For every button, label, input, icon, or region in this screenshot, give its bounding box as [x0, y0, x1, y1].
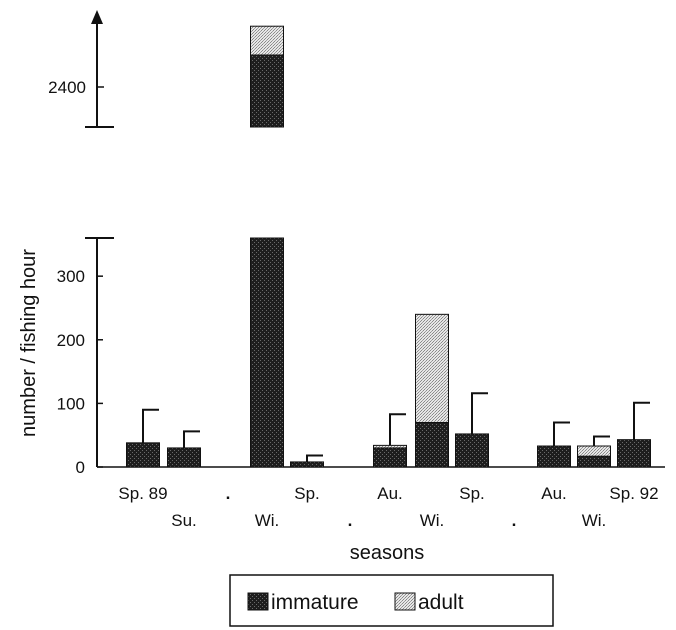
x-tick-label: Sp. [459, 484, 485, 503]
y-axis-arrow [91, 10, 103, 24]
x-tick-label: . [348, 511, 353, 530]
x-tick-label: Sp. [294, 484, 320, 503]
bar-adult [373, 444, 407, 449]
x-axis-title: seasons [350, 542, 425, 564]
y-tick-label: 200 [57, 331, 85, 350]
legend-box [229, 574, 554, 627]
bar-immature [167, 447, 201, 468]
x-tick-label: Wi. [420, 511, 445, 530]
legend: immature adult [229, 574, 554, 627]
y-tick-label: 100 [57, 394, 85, 413]
legend-label-immature: immature [271, 591, 359, 614]
x-tick-label: . [226, 484, 231, 503]
bar-adult [415, 313, 449, 423]
bar-adult [577, 445, 611, 457]
bar-immature [250, 237, 284, 468]
bar-immature [617, 439, 651, 468]
legend-label-adult: adult [418, 591, 464, 614]
bar-immature [373, 447, 407, 468]
bar-immature [537, 445, 571, 468]
bar-immature [577, 455, 611, 468]
bars [126, 25, 651, 468]
x-tick-label: Au. [541, 484, 567, 503]
axes [85, 10, 665, 468]
legend-swatch-adult [394, 592, 416, 611]
y-tick-label-upper: 2400 [48, 78, 86, 97]
x-tick-label: Su. [171, 511, 197, 530]
y-tick-label: 0 [76, 458, 85, 477]
bar-immature [126, 442, 160, 468]
legend-swatch-immature [247, 592, 269, 611]
bar-immature [290, 461, 324, 468]
y-ticks: 0 100 200 300 2400 [48, 78, 104, 477]
bar-immature-upper [250, 54, 284, 128]
error-bars [142, 392, 650, 462]
x-tick-label: Sp. 92 [609, 484, 658, 503]
x-tick-label: Wi. [582, 511, 607, 530]
x-tick-label: Au. [377, 484, 403, 503]
x-tick-label: . [512, 511, 517, 530]
y-tick-label: 300 [57, 267, 85, 286]
x-tick-label: Sp. 89 [118, 484, 167, 503]
bar-adult-upper [250, 25, 284, 56]
bar-immature [415, 421, 449, 468]
x-tick-label: Wi. [255, 511, 280, 530]
bar-immature [455, 433, 489, 468]
y-axis-title: number / fishing hour [18, 249, 40, 437]
